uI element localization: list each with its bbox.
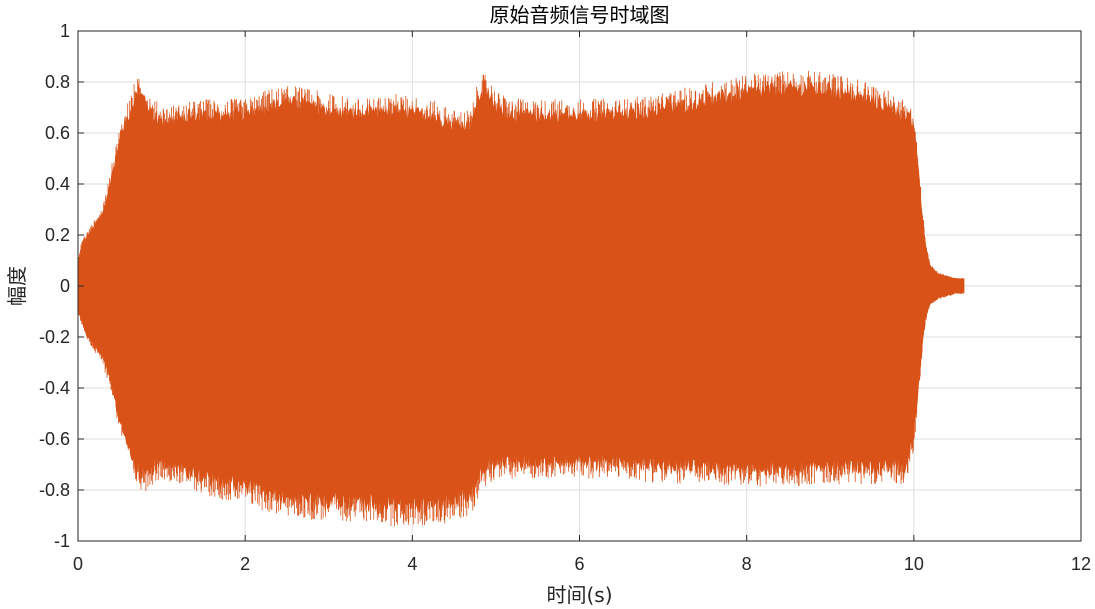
y-tick-label: -1 (54, 531, 70, 551)
y-tick-label: -0.2 (39, 327, 70, 347)
y-tick-label: 1 (60, 21, 70, 41)
x-tick-label: 8 (742, 554, 752, 574)
plot-area (77, 70, 965, 527)
y-tick-label: 0 (60, 276, 70, 296)
y-tick-label: -0.8 (39, 480, 70, 500)
y-tick-labels: 1 0.8 0.6 0.4 0.2 0 -0.2 -0.4 -0.6 -0.8 -1 (39, 21, 70, 551)
x-axis-label: 时间(s) (546, 583, 612, 607)
x-tick-label: 0 (73, 554, 83, 574)
y-tick-label: 0.6 (45, 123, 70, 143)
chart-title: 原始音频信号时域图 (490, 3, 670, 27)
x-tick-label: 2 (240, 554, 250, 574)
y-tick-label: 0.8 (45, 72, 70, 92)
y-tick-label: 0.2 (45, 225, 70, 245)
y-axis-label: 幅度 (5, 266, 29, 306)
y-tick-label: -0.6 (39, 429, 70, 449)
x-tick-label: 4 (407, 554, 417, 574)
x-tick-label: 6 (574, 554, 584, 574)
tick-marks (77, 30, 1082, 542)
y-tick-label: -0.4 (39, 378, 70, 398)
x-tick-label: 10 (904, 554, 924, 574)
x-tick-label: 12 (1071, 554, 1091, 574)
x-tick-labels: 0 2 4 6 8 10 12 (73, 554, 1091, 574)
y-tick-label: 0.4 (45, 174, 70, 194)
